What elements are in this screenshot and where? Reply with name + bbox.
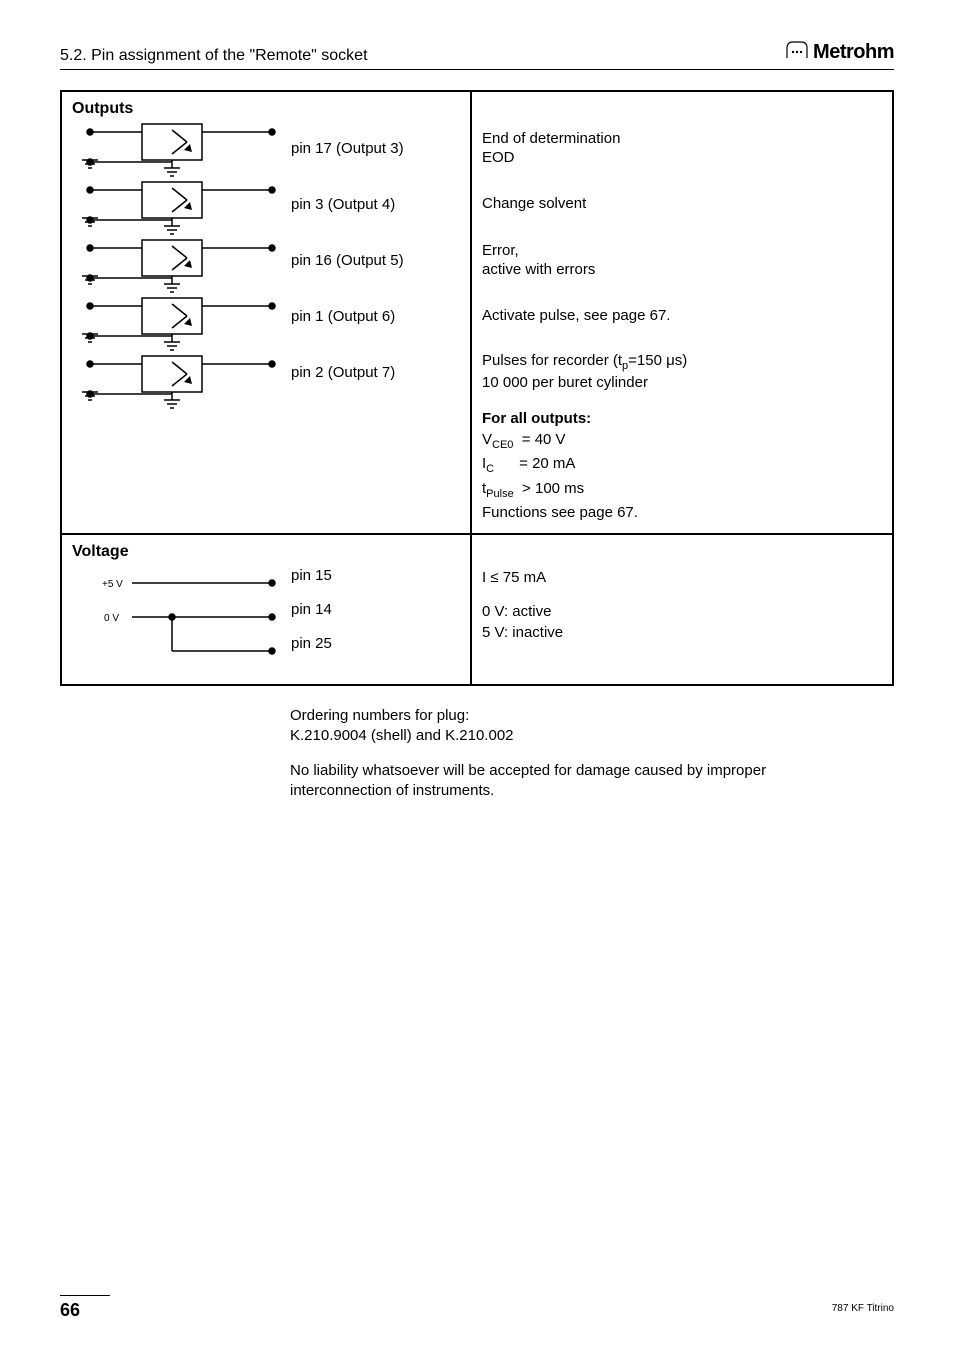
voltage-pin-label: pin 14 (291, 601, 466, 635)
output-desc: End of determination EOD (482, 120, 882, 176)
output-pin-label: pin 17 (Output 3) (291, 140, 404, 157)
page-number: 66 (60, 1295, 110, 1321)
svg-text:+5 V: +5 V (102, 579, 123, 590)
output-desc: Error, active with errors (482, 232, 882, 288)
voltage-pin-label: pin 25 (291, 635, 466, 652)
brand: Metrohm (785, 40, 894, 65)
voltage-imax: I ≤ 75 mA (482, 567, 882, 601)
output-desc: Activate pulse, see page 67. (482, 288, 882, 344)
all-outputs-block: For all outputs: VCE0 = 40 V IC = 20 mA … (482, 408, 882, 523)
outputs-circuit-icon (72, 122, 282, 412)
page-header: 5.2. Pin assignment of the "Remote" sock… (60, 40, 894, 70)
output-pin-label: pin 16 (Output 5) (291, 252, 404, 269)
page-footer: 66 787 KF Titrino (60, 1295, 894, 1321)
voltage-active: 0 V: active (482, 601, 882, 622)
output-desc: Pulses for recorder (tp=150 μs) 10 000 p… (482, 344, 882, 400)
brand-text: Metrohm (813, 41, 894, 64)
metrohm-icon (785, 40, 809, 65)
svg-text:0 V: 0 V (104, 613, 119, 624)
header-section: 5.2. Pin assignment of the "Remote" sock… (60, 47, 368, 65)
voltage-inactive: 5 V: inactive (482, 622, 882, 643)
outputs-title: Outputs (72, 100, 287, 118)
footer-doc: 787 KF Titrino (832, 1303, 894, 1314)
output-desc: Change solvent (482, 176, 882, 232)
voltage-title: Voltage (72, 543, 287, 561)
body-text: Ordering numbers for plug: K.210.9004 (s… (290, 706, 850, 801)
output-pin-label: pin 3 (Output 4) (291, 196, 395, 213)
pin-table: Outputs (60, 90, 894, 686)
output-pin-label: pin 2 (Output 7) (291, 364, 395, 381)
voltage-circuit-icon: +5 V 0 V (72, 565, 282, 675)
voltage-pin-label: pin 15 (291, 567, 466, 601)
output-pin-label: pin 1 (Output 6) (291, 308, 395, 325)
